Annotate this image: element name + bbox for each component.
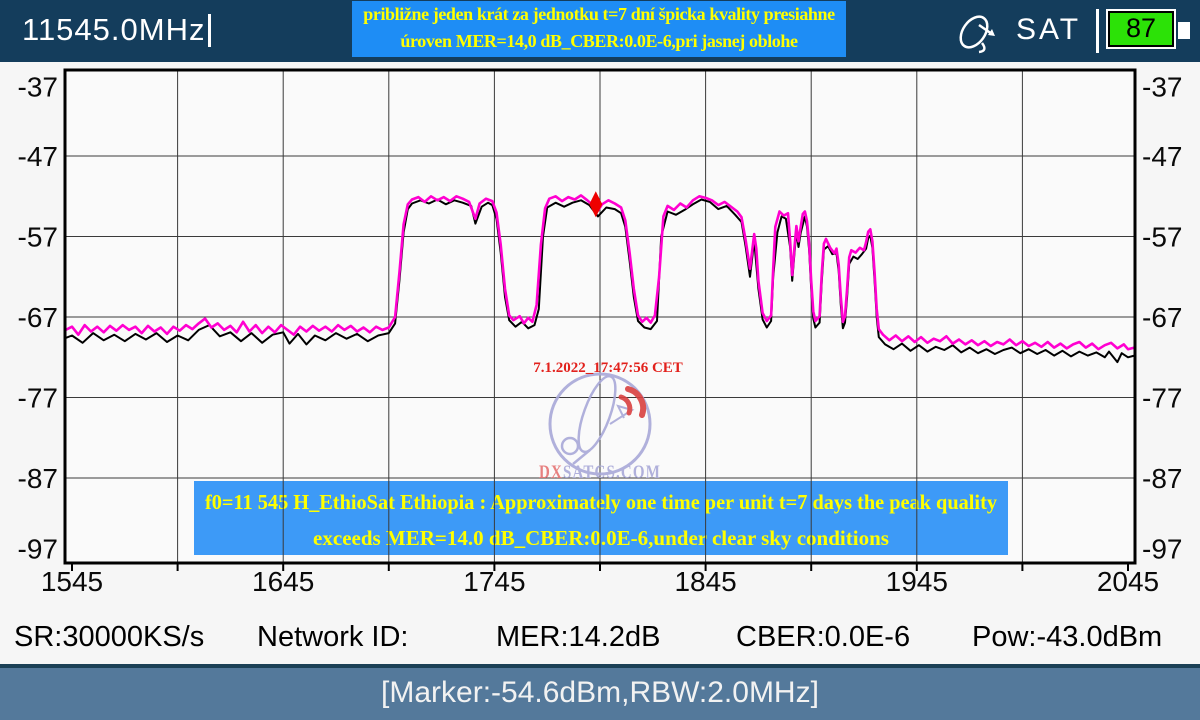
network-id-readout: Network ID:: [257, 621, 409, 653]
frequency-field[interactable]: 11545.0MHz: [22, 12, 206, 47]
svg-text:-87: -87: [1142, 463, 1182, 494]
plot-frame: [63, 68, 1137, 565]
svg-text:-87: -87: [18, 463, 58, 494]
annotation-line-2: exceeds MER=14.0 dB_CBER:0.0E-6,under cl…: [313, 526, 889, 550]
svg-text:-97: -97: [1142, 534, 1182, 565]
mer-readout: MER:14.2dB: [496, 621, 661, 653]
dxsatcs-logo: DXSATCS.COM: [539, 372, 661, 483]
svg-text:-37: -37: [1142, 72, 1182, 103]
notice-line-1: približne jeden krát za jednotku t=7 dní…: [363, 4, 835, 24]
svg-text:-67: -67: [1142, 302, 1182, 333]
cber-readout: CBER:0.0E-6: [736, 621, 911, 653]
logo-wordmark: DXSATCS.COM: [539, 462, 661, 483]
axis-labels: 1545 1645 1745 1845 1945 2045 -37 -37 -47 -47 -57 -…: [18, 72, 1183, 598]
svg-text:1645: 1645: [252, 566, 314, 597]
svg-text:-57: -57: [18, 222, 58, 253]
marker-readout: [Marker:-54.6dBm,RBW:2.0MHz]: [381, 676, 819, 709]
header-notice-banner: približne jeden krát za jednotku t=7 dní…: [352, 1, 846, 57]
power-readout: Pow:-43.0dBm: [972, 621, 1163, 653]
notice-line-2: úroven MER=14,0 dB_CBER:0.0E-6,pri jasne…: [400, 31, 798, 51]
battery-level: 87: [1106, 9, 1176, 49]
svg-text:-47: -47: [18, 141, 58, 172]
battery-nub: [1178, 22, 1190, 39]
battery-indicator: 87: [1106, 9, 1190, 51]
satellite-dish-icon: [959, 15, 995, 54]
chart-annotation-banner: f0=11 545 H_EthioSat Ethiopia : Approxim…: [194, 481, 1008, 555]
sat-mode-label: SAT: [1016, 13, 1082, 46]
marker-diamond: [589, 191, 603, 218]
svg-text:-97: -97: [18, 534, 58, 565]
header-bar: 11545.0MHz približne jeden krát za jedno…: [0, 0, 1200, 62]
svg-text:-47: -47: [1142, 141, 1182, 172]
battery-percent: 87: [1125, 13, 1157, 43]
svg-text:-37: -37: [18, 72, 58, 103]
svg-text:-67: -67: [18, 302, 58, 333]
svg-text:-77: -77: [18, 383, 58, 414]
annotation-line-1: f0=11 545 H_EthioSat Ethiopia : Approxim…: [205, 490, 997, 514]
svg-text:1845: 1845: [674, 566, 736, 597]
signal-traces: [64, 194, 1136, 364]
marker-bar: [Marker:-54.6dBm,RBW:2.0MHz]: [0, 664, 1200, 720]
symbol-rate-readout: SR:30000KS/s: [14, 621, 205, 653]
logo-rest: SATCS.COM: [563, 462, 661, 483]
grid-lines: [65, 70, 1135, 571]
status-row: SR:30000KS/s Network ID: MER:14.2dB CBER…: [0, 612, 1200, 664]
text-cursor: [208, 14, 211, 47]
svg-text:-77: -77: [1142, 383, 1182, 414]
svg-text:1745: 1745: [463, 566, 525, 597]
spectrum-chart: f0=11 545 H_EthioSat Ethiopia : Approxim…: [18, 68, 1183, 598]
header-divider: [1096, 9, 1099, 53]
timestamp-label: 7.1.2022_17:47:56 CET: [533, 360, 683, 376]
svg-text:2045: 2045: [1097, 566, 1159, 597]
logo-dx: DX: [539, 462, 563, 483]
svg-text:1945: 1945: [886, 566, 948, 597]
svg-text:-57: -57: [1142, 222, 1182, 253]
svg-text:1545: 1545: [41, 566, 103, 597]
